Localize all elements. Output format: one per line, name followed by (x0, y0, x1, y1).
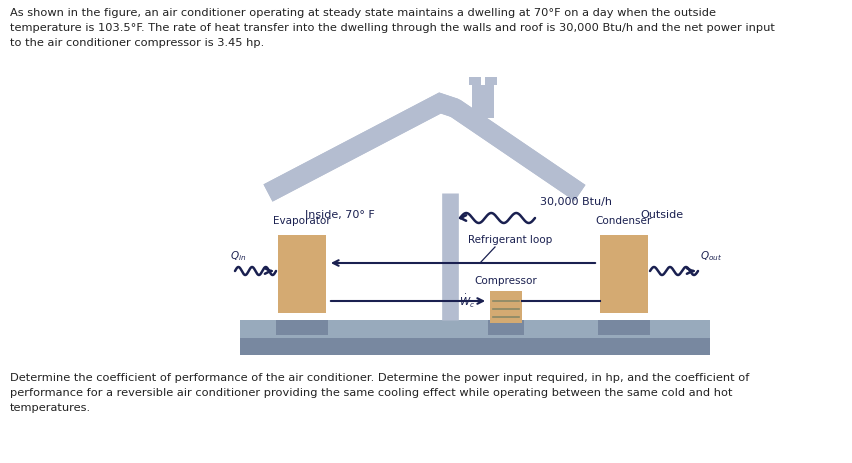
Bar (472, 85, 494, 118)
Bar (600, 235, 648, 313)
Text: Determine the coefficient of performance of the air conditioner. Determine the p: Determine the coefficient of performance… (10, 373, 750, 413)
Text: $Q_{in}$: $Q_{in}$ (230, 249, 246, 263)
Text: Refrigerant loop: Refrigerant loop (468, 235, 552, 245)
Bar (276, 320, 328, 335)
Bar (485, 77, 497, 85)
Text: Outside: Outside (640, 210, 683, 220)
Text: As shown in the figure, an air conditioner operating at steady state maintains a: As shown in the figure, an air condition… (10, 8, 774, 49)
Bar (240, 320, 710, 338)
Text: $Q_{out}$: $Q_{out}$ (700, 249, 722, 263)
Text: Inside, 70° F: Inside, 70° F (305, 210, 375, 220)
Bar (488, 320, 524, 335)
Bar (469, 77, 481, 85)
Bar (490, 291, 522, 323)
Text: 30,000 Btu/h: 30,000 Btu/h (540, 197, 612, 207)
Bar (598, 320, 650, 335)
Text: $\dot{W}_c$: $\dot{W}_c$ (458, 293, 475, 309)
Text: Compressor: Compressor (475, 276, 538, 286)
Bar (278, 235, 326, 313)
Bar (240, 338, 710, 355)
Text: Evaporator: Evaporator (273, 216, 331, 226)
Text: Condenser: Condenser (596, 216, 652, 226)
